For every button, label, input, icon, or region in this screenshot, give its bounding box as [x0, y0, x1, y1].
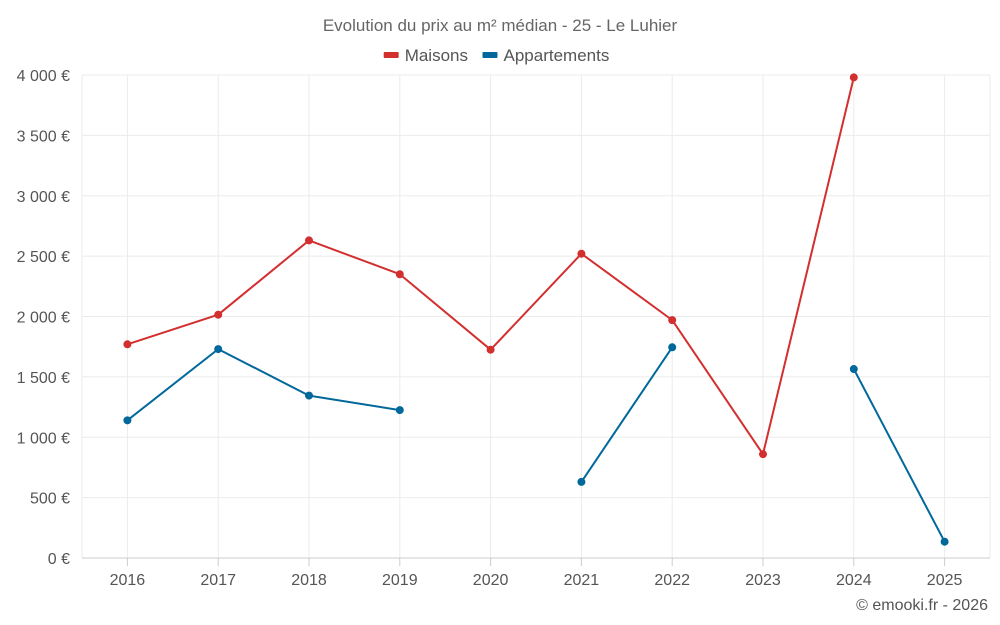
- series-line-appartements-segment: [217, 348, 310, 397]
- y-tick-label: 1 000 €: [17, 430, 70, 447]
- gridlines: [81, 74, 991, 558]
- chart-title: Evolution du prix au m² médian - 25 - Le…: [323, 16, 678, 35]
- y-tick-label: 3 500 €: [17, 128, 70, 145]
- point-maisons-2017: [214, 310, 223, 319]
- series-line-appartements-segment: [580, 346, 674, 483]
- axes: 0 € 500 € 1 000 € 1 500 € 2 000 € 2 500 € 3 00…: [17, 68, 990, 589]
- series-line-maisons-segment: [671, 319, 764, 456]
- point-maisons-2022: [668, 316, 677, 325]
- series-line-maisons-segment: [308, 239, 401, 276]
- y-tick-label: 1 500 €: [17, 370, 70, 387]
- series-line-appartements-segment: [308, 394, 401, 412]
- point-maisons-2024: [849, 73, 858, 82]
- x-tick-label: 2017: [200, 572, 236, 589]
- y-tick-label: 2 500 €: [17, 249, 70, 266]
- point-maisons-2023: [759, 450, 767, 459]
- series-line-maisons-segment: [580, 252, 674, 322]
- legend-label-maisons: Maisons: [405, 46, 468, 65]
- legend-item-appartements[interactable]: Appartements: [482, 46, 610, 65]
- point-appartements-2018: [305, 391, 313, 400]
- y-tick-label: 3 000 €: [17, 189, 70, 206]
- point-appartements-2019: [395, 406, 404, 415]
- x-tick-label: 2021: [564, 572, 600, 589]
- y-tick-label: 0 €: [48, 551, 70, 568]
- point-maisons-2021: [577, 249, 586, 258]
- point-maisons-2016: [123, 340, 132, 349]
- point-appartements-2016: [123, 416, 132, 425]
- y-tick-label: 2 000 €: [17, 310, 70, 327]
- legend[interactable]: Maisons Appartements: [383, 46, 610, 65]
- point-maisons-2020: [486, 345, 495, 354]
- point-appartements-2025: [940, 537, 949, 546]
- series-line-maisons-segment: [217, 239, 310, 316]
- point-appartements-2022: [668, 343, 677, 352]
- series-line-maisons-segment: [126, 313, 220, 346]
- legend-swatch-maisons: [383, 52, 399, 58]
- x-tick-label: 2018: [291, 572, 327, 589]
- series-line-maisons-segment: [489, 252, 583, 351]
- y-tick-label: 4 000 €: [17, 68, 70, 85]
- y-tick-label: 500 €: [30, 491, 70, 508]
- legend-label-appartements: Appartements: [504, 46, 610, 65]
- x-tick-label: 2020: [473, 572, 509, 589]
- x-tick-label: 2023: [745, 572, 781, 589]
- x-tick-label: 2019: [382, 572, 418, 589]
- series-maisons: [123, 73, 858, 459]
- point-maisons-2019: [395, 270, 404, 279]
- x-tick-label: 2024: [836, 572, 872, 589]
- point-appartements-2024: [849, 365, 858, 374]
- point-appartements-2017: [214, 345, 223, 354]
- series-appartements: [123, 343, 949, 546]
- series-line-appartements-segment: [852, 368, 946, 543]
- x-tick-label: 2025: [927, 572, 963, 589]
- legend-swatch-appartements: [482, 52, 498, 58]
- x-tick-label: 2016: [110, 572, 146, 589]
- x-tick-label: 2022: [654, 572, 690, 589]
- series-line-appartements-segment: [126, 348, 220, 422]
- credit-text: © emooki.fr - 2026: [856, 597, 988, 614]
- series-line-maisons-segment: [398, 273, 492, 351]
- series-line-maisons-segment: [762, 76, 855, 456]
- point-maisons-2018: [305, 236, 313, 245]
- series-layer: [123, 73, 949, 546]
- point-appartements-2021: [577, 477, 586, 486]
- legend-item-maisons[interactable]: Maisons: [383, 46, 468, 65]
